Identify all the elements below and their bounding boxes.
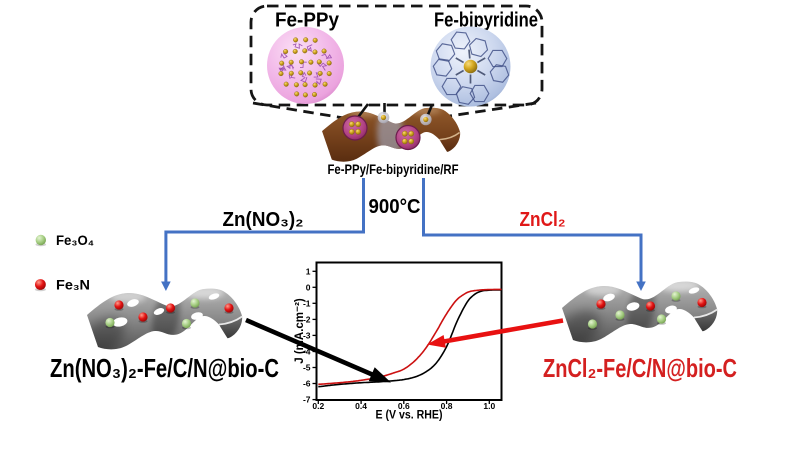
svg-text:-5: -5 [303, 363, 311, 373]
svg-text:-2: -2 [303, 314, 311, 324]
svg-text:0.4: 0.4 [355, 401, 367, 411]
svg-text:-1: -1 [303, 298, 311, 308]
svg-text:900°C: 900°C [369, 196, 421, 218]
svg-text:Fe-PPy/Fe-bipyridine/RF: Fe-PPy/Fe-bipyridine/RF [328, 161, 459, 177]
svg-text:Fe-bipyridine: Fe-bipyridine [434, 10, 538, 32]
svg-text:ZnCl₂-Fe/C/N@bio-C: ZnCl₂-Fe/C/N@bio-C [543, 353, 737, 383]
svg-text:Zn(NO₃)₂-Fe/C/N@bio-C: Zn(NO₃)₂-Fe/C/N@bio-C [50, 353, 279, 383]
svg-text:-3: -3 [303, 330, 311, 340]
svg-text:Fe₃O₄: Fe₃O₄ [56, 232, 94, 248]
svg-text:-4: -4 [303, 347, 311, 357]
svg-text:-6: -6 [303, 379, 311, 389]
svg-text:0.6: 0.6 [398, 401, 410, 411]
svg-text:J (mA.cm⁻²): J (mA.cm⁻²) [294, 298, 306, 364]
svg-text:Fe-PPy: Fe-PPy [275, 10, 340, 32]
svg-text:E (V vs. RHE): E (V vs. RHE) [376, 408, 443, 422]
svg-text:Fe₃N: Fe₃N [56, 277, 90, 293]
svg-text:ZnCl₂: ZnCl₂ [520, 209, 566, 231]
svg-text:0.2: 0.2 [312, 401, 324, 411]
svg-text:-7: -7 [303, 395, 311, 405]
svg-text:Zn(NO₃)₂: Zn(NO₃)₂ [223, 209, 304, 231]
svg-text:1: 1 [306, 266, 311, 276]
svg-text:1.0: 1.0 [483, 401, 495, 411]
svg-text:0: 0 [306, 282, 311, 292]
svg-text:0.8: 0.8 [441, 401, 453, 411]
